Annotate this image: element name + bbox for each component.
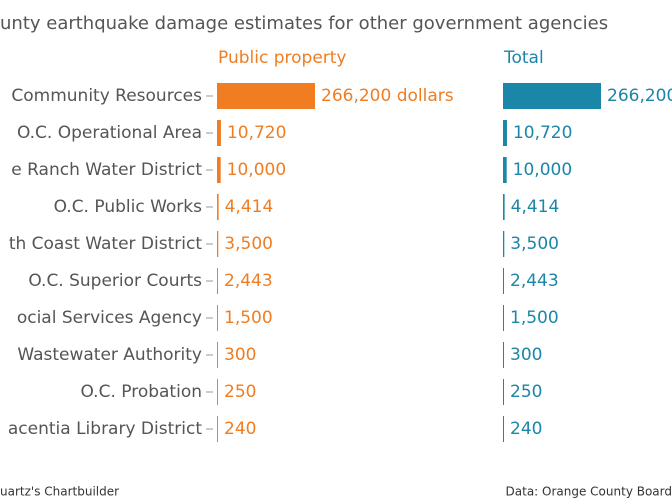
bar (503, 305, 504, 331)
bar (503, 268, 504, 294)
bar (503, 120, 507, 146)
category-label: O.C. Superior Courts (28, 271, 202, 291)
bar (217, 305, 218, 331)
value-label: 250 (510, 382, 542, 402)
bar (503, 342, 504, 368)
panel-header: Total (503, 48, 544, 68)
value-label: 10,720 (227, 123, 286, 143)
value-label: 10,000 (227, 160, 286, 180)
value-label: 2,443 (224, 271, 273, 291)
value-label: 1,500 (510, 308, 559, 328)
bar (217, 157, 221, 183)
value-label: 1,500 (224, 308, 273, 328)
bar (503, 194, 505, 220)
category-label: acentia Library District (8, 419, 202, 439)
category-label: O.C. Probation (80, 382, 202, 402)
value-label: 3,500 (510, 234, 559, 254)
category-label: Community Resources (11, 86, 202, 106)
value-label: 4,414 (511, 197, 560, 217)
value-label: 2,443 (510, 271, 559, 291)
bar (503, 379, 504, 405)
category-label: O.C. Operational Area (17, 123, 202, 143)
bar (503, 157, 507, 183)
category-label: ocial Services Agency (17, 308, 202, 328)
value-label: 300 (510, 345, 542, 365)
value-label: 266,200 dollars (321, 86, 454, 106)
bar (217, 379, 218, 405)
bar (217, 268, 218, 294)
category-label: th Coast Water District (9, 234, 203, 254)
bar (503, 231, 505, 257)
value-label: 266,200 (607, 86, 672, 106)
value-label: 10,720 (513, 123, 572, 143)
bar (503, 416, 504, 442)
value-label: 300 (224, 345, 256, 365)
bar (217, 83, 315, 109)
value-label: 240 (224, 419, 256, 439)
bar (217, 416, 218, 442)
value-label: 250 (224, 382, 256, 402)
bar (217, 342, 218, 368)
value-label: 4,414 (225, 197, 274, 217)
panel-header: Public property (218, 48, 347, 68)
bar (503, 83, 601, 109)
value-label: 10,000 (513, 160, 572, 180)
category-label: e Ranch Water District (11, 160, 202, 180)
bar (217, 120, 221, 146)
value-label: 240 (510, 419, 542, 439)
source: Data: Orange County Board (506, 485, 672, 499)
category-label: O.C. Public Works (54, 197, 203, 217)
bar (217, 231, 219, 257)
chart-title: unty earthquake damage estimates for oth… (0, 13, 608, 34)
credit: uartz's Chartbuilder (0, 485, 119, 499)
value-label: 3,500 (224, 234, 273, 254)
category-label: Wastewater Authority (17, 345, 202, 365)
bar (217, 194, 219, 220)
